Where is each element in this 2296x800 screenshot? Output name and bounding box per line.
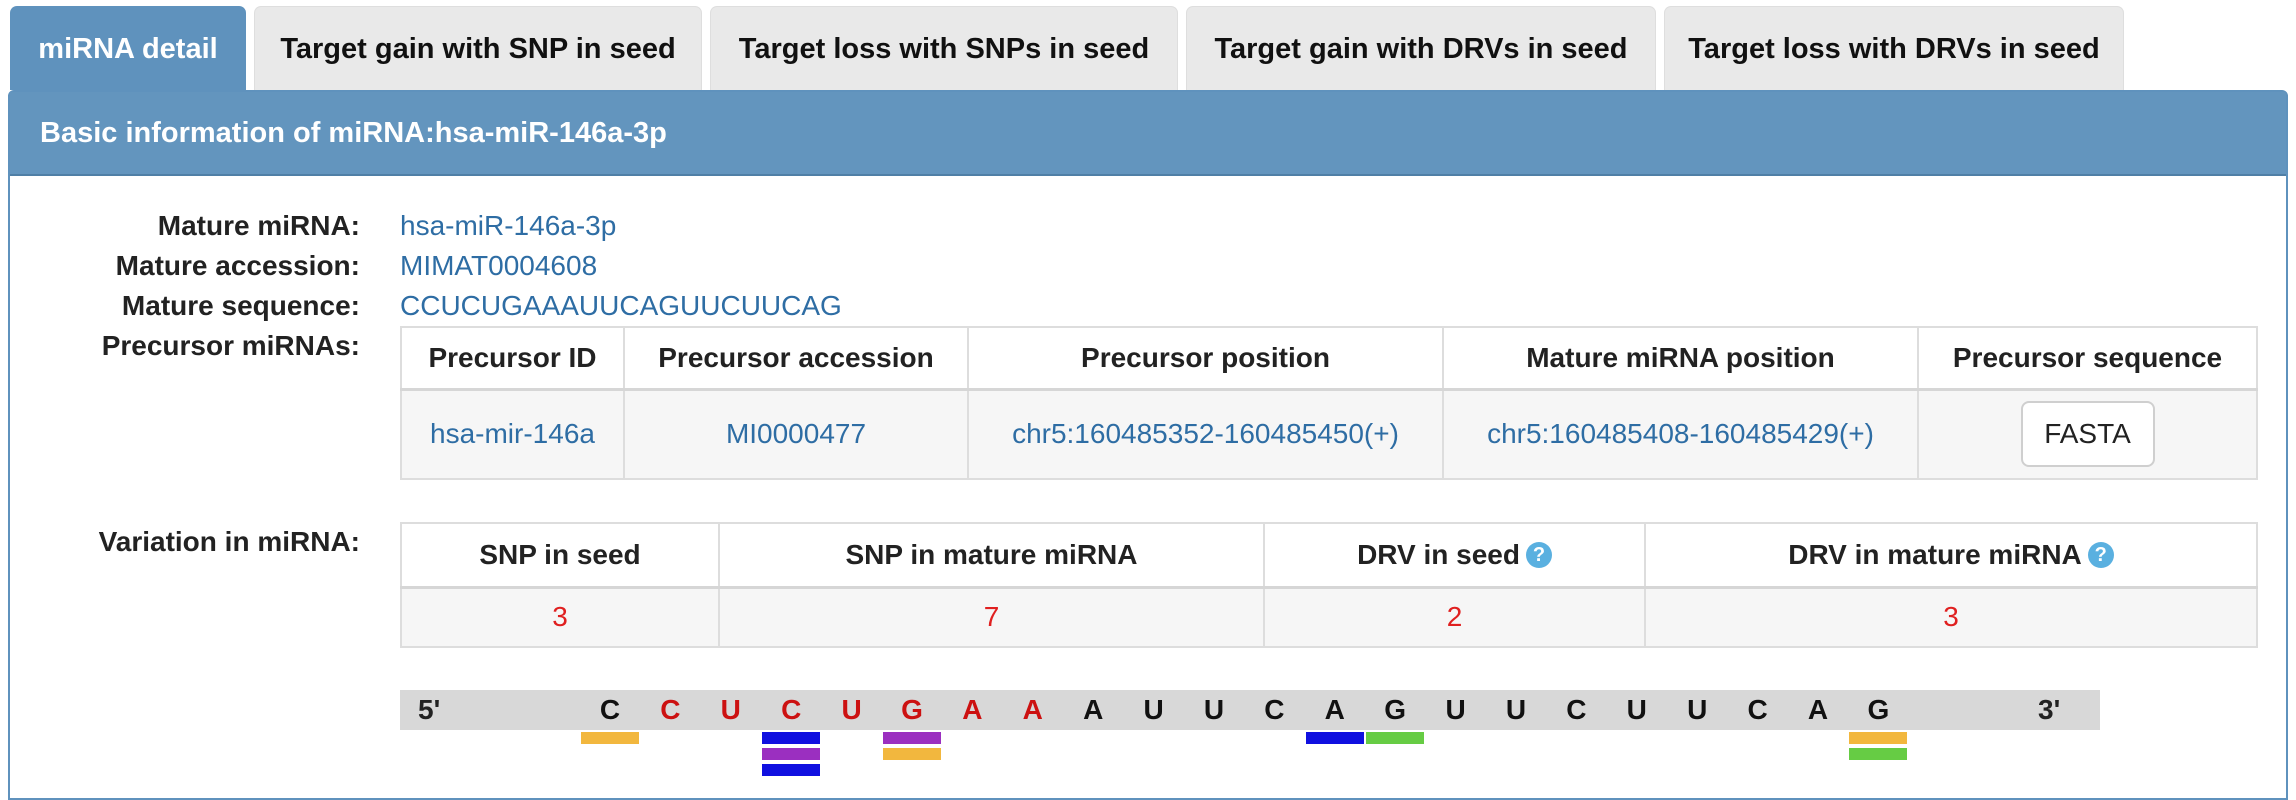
col-header-snp-seed: SNP in seed [400, 522, 720, 589]
nucleotide: G [901, 694, 923, 725]
col-header-precursor-position: Precursor position [967, 326, 1444, 391]
nucleotide: C [781, 694, 802, 725]
variant-marker[interactable] [1305, 732, 1364, 744]
variant-marker[interactable] [762, 764, 821, 776]
mature-accession-label: Mature accession: [115, 250, 360, 281]
mature-position-link[interactable]: chr5:160485408-160485429(+) [1487, 418, 1874, 450]
nucleotide: U [1687, 694, 1708, 725]
nucleotide: A [1022, 694, 1043, 725]
tab-target-loss-drvs[interactable]: Target loss with DRVs in seed [1664, 6, 2124, 90]
nucleotide: A [1324, 694, 1345, 725]
col-header-drv-seed: DRV in seed? [1263, 522, 1646, 589]
nucleotide: G [1867, 694, 1890, 725]
variant-marker[interactable] [581, 732, 639, 744]
nucleotide: U [720, 694, 741, 725]
nucleotide: A [1807, 694, 1829, 725]
mature-sequence-label: Mature sequence: [121, 290, 360, 321]
nucleotide: A [1083, 694, 1104, 725]
variant-marker[interactable] [1849, 748, 1908, 760]
variation-label: Variation in miRNA: [98, 526, 360, 557]
tab-mirna-detail[interactable]: miRNA detail [10, 6, 246, 90]
variant-marker[interactable] [883, 748, 941, 760]
mirna-info-panel: Basic information of miRNA:hsa-miR-146a-… [8, 90, 2288, 800]
nucleotide: G [1384, 694, 1407, 725]
panel-heading: Basic information of miRNA:hsa-miR-146a-… [10, 92, 2286, 176]
table-row: 3 7 2 3 [400, 586, 2258, 648]
drv-seed-count[interactable]: 2 [1263, 586, 1646, 648]
variant-marker[interactable] [1849, 732, 1908, 744]
nucleotide: U [1203, 694, 1225, 725]
sequence-bar: 5' 3' C C U C U G A A A U U C A G U U C U U C A G [400, 690, 2100, 730]
mature-mirna-link[interactable]: hsa-miR-146a-3p [400, 210, 617, 241]
mature-mirna-label: Mature miRNA: [157, 210, 360, 241]
variant-marker[interactable] [883, 732, 941, 744]
question-mark-icon[interactable]: ? [2087, 541, 2114, 568]
drv-mature-count[interactable]: 3 [1644, 586, 2258, 648]
fasta-button[interactable]: FASTA [2020, 401, 2155, 468]
tab-target-gain-snp[interactable]: Target gain with SNP in seed [254, 6, 702, 90]
snp-seed-count[interactable]: 3 [400, 586, 720, 648]
col-header-snp-mature: SNP in mature miRNA [718, 522, 1265, 589]
tab-target-loss-snps[interactable]: Target loss with SNPs in seed [710, 6, 1178, 90]
drv-seed-header-label: DRV in seed [1357, 538, 1520, 570]
nucleotide: U [1445, 694, 1466, 725]
nucleotide: U [841, 694, 862, 725]
variant-marker[interactable] [762, 748, 821, 760]
variant-marker[interactable] [762, 732, 821, 744]
tab-target-gain-drvs[interactable]: Target gain with DRVs in seed [1186, 6, 1656, 90]
mature-accession-link[interactable]: MIMAT0004608 [400, 250, 598, 281]
nucleotide: U [1505, 694, 1527, 725]
col-header-drv-mature: DRV in mature miRNA? [1644, 522, 2258, 589]
col-header-precursor-accession: Precursor accession [623, 326, 969, 391]
precursor-position-link[interactable]: chr5:160485352-160485450(+) [1012, 418, 1399, 450]
question-mark-icon[interactable]: ? [1525, 541, 1552, 568]
nucleotide: A [962, 694, 983, 725]
col-header-mature-position: Mature miRNA position [1442, 326, 1919, 391]
three-prime-label: 3' [2038, 694, 2061, 725]
snp-mature-count[interactable]: 7 [718, 586, 1265, 648]
nucleotide: C [1264, 694, 1285, 725]
table-row: hsa-mir-146a MI0000477 chr5:160485352-16… [400, 388, 2258, 480]
nucleotide: U [1626, 694, 1647, 725]
nucleotide: C [599, 694, 621, 725]
col-header-precursor-id: Precursor ID [400, 326, 625, 391]
variation-table: SNP in seed SNP in mature miRNA DRV in s… [400, 522, 2258, 648]
precursor-table: Precursor ID Precursor accession Precurs… [400, 326, 2258, 480]
precursor-accession-link[interactable]: MI0000477 [725, 418, 867, 450]
precursor-mirnas-label: Precursor miRNAs: [101, 330, 360, 361]
variant-marker[interactable] [1366, 732, 1425, 744]
drv-mature-header-label: DRV in mature miRNA [1788, 538, 2082, 570]
nucleotide: U [1143, 694, 1164, 725]
nucleotide: C [1566, 694, 1587, 725]
precursor-id-link[interactable]: hsa-mir-146a [430, 418, 595, 450]
col-header-precursor-sequence: Precursor sequence [1917, 326, 2258, 391]
five-prime-label: 5' [418, 694, 441, 725]
mature-sequence-value[interactable]: CCUCUGAAAUUCAGUUCUUCAG [400, 290, 842, 321]
nucleotide: C [660, 694, 681, 725]
nucleotide: C [1747, 694, 1768, 725]
